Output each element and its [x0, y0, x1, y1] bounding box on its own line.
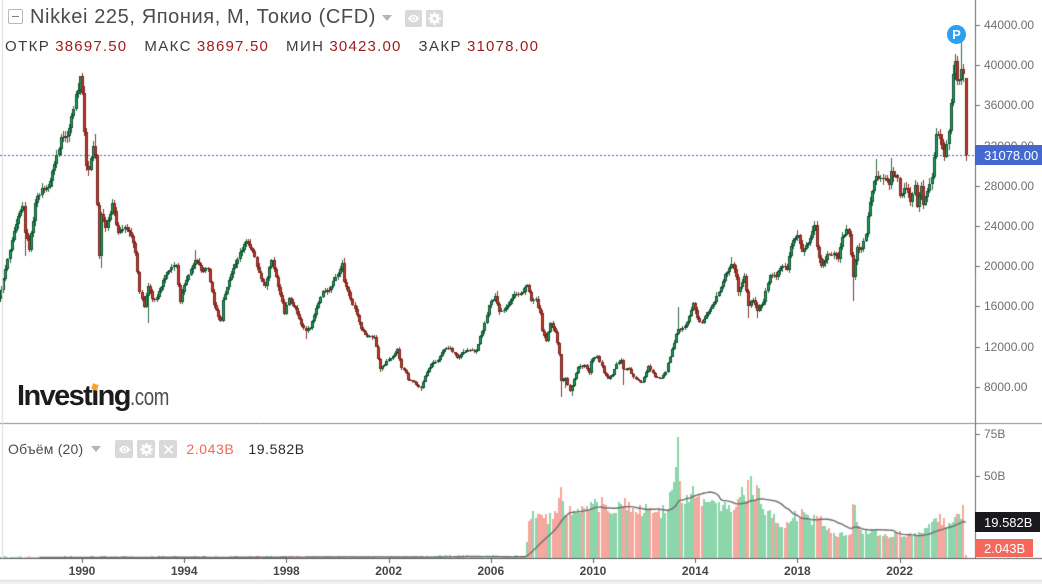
ohlc-low-label: МИН	[286, 38, 325, 55]
volume-tick-label: 75B	[984, 427, 1006, 442]
ohlc-readout: ОТКР 38697.50 МАКС 38697.50 МИН 30423.00…	[5, 38, 556, 55]
year-tick-label: 2014	[681, 564, 709, 578]
settings-button[interactable]	[426, 10, 443, 27]
logo-suffix: .com	[129, 384, 169, 411]
volume-current-tag: 2.043B	[975, 539, 1033, 557]
collapse-panel-icon[interactable]	[8, 9, 23, 24]
minus-icon	[12, 16, 19, 17]
volume-tick-label: 50B	[984, 468, 1006, 483]
price-tick-label: 44000.00	[984, 18, 1035, 32]
eye-icon	[118, 445, 130, 453]
price-tick-label: 12000.00	[984, 339, 1035, 354]
year-tick-label: 2002	[375, 564, 402, 578]
volume-indicator-legend: Объём (20) 2.043B 19.582B	[8, 440, 305, 458]
year-tick-label: 1998	[273, 564, 300, 578]
ohlc-low-value: 30423.00	[329, 38, 402, 55]
price-tick-label: 24000.00	[984, 219, 1035, 233]
price-tick-label: 36000.00	[984, 98, 1035, 113]
chevron-down-icon[interactable]	[382, 15, 392, 21]
price-tick-label: 20000.00	[984, 259, 1035, 274]
volume-ma-value: 19.582B	[248, 441, 305, 457]
price-tick-label: 40000.00	[984, 58, 1035, 73]
eye-icon	[407, 14, 420, 23]
year-tick-label: 2018	[784, 564, 811, 578]
year-tick-label: 1990	[68, 564, 96, 578]
investing-logo: Investıng.com	[17, 382, 180, 412]
chart-title[interactable]: Nikkei 225, Япония, M, Токио (CFD)	[30, 6, 377, 28]
volume-current-value: 2.043B	[186, 441, 235, 457]
year-tick-label: 2006	[477, 564, 505, 578]
year-tick-label: 2022	[886, 564, 913, 578]
last-price-tag: 31078.00	[975, 145, 1042, 165]
volume-ma-tag: 19.582B	[975, 512, 1040, 532]
price-tick-label: 28000.00	[984, 178, 1035, 193]
logo-text: Investıng	[17, 380, 132, 412]
volume-remove-button[interactable]	[159, 440, 178, 458]
chevron-down-icon[interactable]	[91, 446, 102, 452]
ohlc-close-label: ЗАКР	[418, 38, 462, 55]
ohlc-close-value: 31078.00	[466, 38, 540, 55]
gear-icon	[140, 442, 153, 456]
ohlc-open-value: 38697.50	[55, 38, 128, 55]
volume-indicator-title[interactable]: Объём (20)	[8, 441, 84, 457]
price-tick-label: 8000.00	[984, 379, 1028, 394]
price-tick-label: 16000.00	[984, 299, 1035, 314]
year-tick-label: 1994	[170, 564, 198, 578]
gear-icon	[428, 12, 441, 25]
close-icon	[163, 444, 174, 454]
ohlc-high-value: 38697.50	[196, 38, 270, 55]
volume-visibility-button[interactable]	[115, 440, 134, 458]
year-tick-label: 2010	[579, 564, 607, 578]
visibility-toggle-button[interactable]	[405, 10, 422, 27]
ohlc-open-label: ОТКР	[5, 38, 51, 55]
volume-settings-button[interactable]	[137, 440, 156, 458]
ohlc-high-label: МАКС	[144, 38, 192, 55]
p-marker[interactable]: P	[947, 25, 966, 44]
